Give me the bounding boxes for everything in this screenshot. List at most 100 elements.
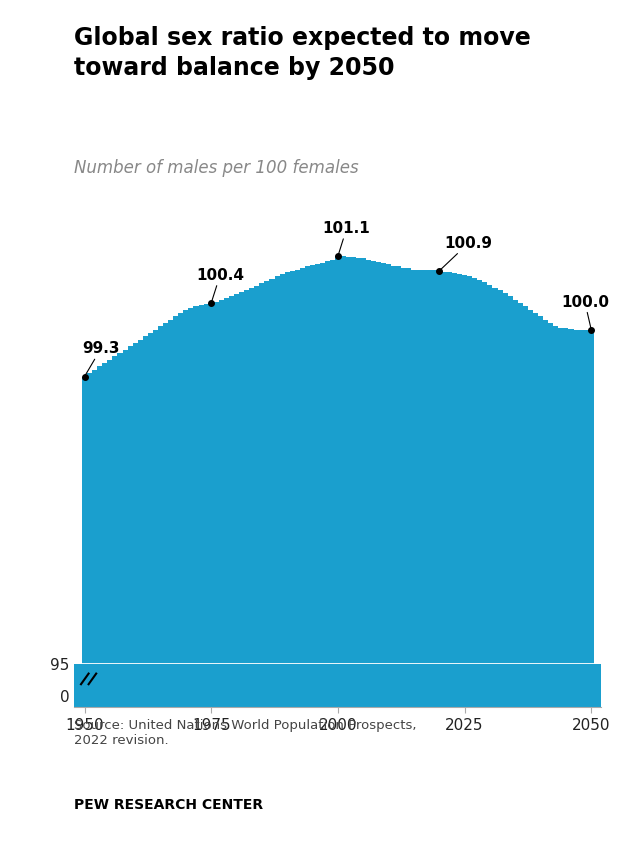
Bar <box>290 271 295 664</box>
Bar <box>82 377 87 664</box>
Bar <box>391 266 396 664</box>
Bar <box>376 261 381 664</box>
Bar <box>589 329 594 664</box>
Bar <box>97 366 102 664</box>
Bar <box>305 267 310 664</box>
Bar <box>381 263 386 664</box>
Bar <box>503 293 508 664</box>
Bar <box>184 310 188 664</box>
Text: 100.4: 100.4 <box>196 268 244 303</box>
Bar <box>396 267 401 664</box>
Bar <box>254 286 259 664</box>
Bar <box>280 274 285 664</box>
Bar <box>315 263 320 664</box>
Bar <box>472 279 477 664</box>
Bar <box>447 273 452 664</box>
Bar <box>310 265 315 664</box>
Text: Global sex ratio expected to move
toward balance by 2050: Global sex ratio expected to move toward… <box>74 26 531 79</box>
Bar <box>330 260 335 664</box>
Bar <box>574 329 578 664</box>
Bar <box>203 304 209 664</box>
Bar <box>326 261 330 664</box>
Bar <box>234 294 239 664</box>
Bar <box>117 353 123 664</box>
Bar <box>578 329 583 664</box>
Bar <box>366 260 371 664</box>
Bar <box>229 297 234 664</box>
Text: 99.3: 99.3 <box>82 341 120 377</box>
Bar <box>523 306 528 664</box>
Bar <box>543 320 548 664</box>
Bar <box>518 303 523 664</box>
Bar <box>569 329 574 664</box>
Bar <box>300 267 305 664</box>
Bar <box>270 279 275 664</box>
Bar <box>442 272 447 664</box>
Bar <box>198 305 203 664</box>
Bar <box>583 329 589 664</box>
Bar <box>259 283 264 664</box>
Bar <box>275 276 280 664</box>
Bar <box>168 320 173 664</box>
Bar <box>219 299 224 664</box>
Bar <box>422 269 427 664</box>
Bar <box>361 258 366 664</box>
Bar <box>264 281 270 664</box>
Text: 100.9: 100.9 <box>439 236 492 271</box>
Text: Source: United Nations World Population Prospects,
2022 revision.: Source: United Nations World Population … <box>74 719 417 747</box>
Bar <box>401 267 406 664</box>
Bar <box>128 347 133 664</box>
Bar <box>350 257 356 664</box>
Bar <box>533 313 538 664</box>
Text: 100.0: 100.0 <box>561 295 609 329</box>
Bar <box>173 316 179 664</box>
Bar <box>249 287 254 664</box>
Bar <box>92 370 97 664</box>
Bar <box>497 291 503 664</box>
Bar <box>188 309 193 664</box>
Text: 101.1: 101.1 <box>322 221 370 256</box>
Bar <box>193 306 198 664</box>
Bar <box>457 273 462 664</box>
Bar <box>143 336 148 664</box>
Bar <box>320 263 326 664</box>
Bar <box>462 275 467 664</box>
Bar <box>467 276 472 664</box>
Bar <box>224 298 229 664</box>
Bar <box>133 343 138 664</box>
Bar <box>528 310 533 664</box>
Bar <box>427 269 432 664</box>
Bar <box>564 329 569 664</box>
Bar <box>214 302 219 664</box>
Bar <box>452 273 457 664</box>
Bar <box>295 269 300 664</box>
Bar <box>153 329 158 664</box>
Bar <box>482 282 487 664</box>
Bar <box>559 328 564 664</box>
Text: PEW RESEARCH CENTER: PEW RESEARCH CENTER <box>74 798 264 813</box>
Bar <box>340 256 345 664</box>
Bar <box>487 285 492 664</box>
Bar <box>412 269 417 664</box>
Bar <box>163 323 168 664</box>
Bar <box>158 326 163 664</box>
Bar <box>417 269 422 664</box>
Bar <box>538 316 543 664</box>
Bar <box>285 273 290 664</box>
Bar <box>123 350 128 664</box>
Bar <box>548 323 553 664</box>
Bar <box>356 257 361 664</box>
Bar <box>345 257 350 664</box>
Bar <box>432 270 436 664</box>
Bar <box>553 326 559 664</box>
Bar <box>148 333 153 664</box>
Bar <box>107 359 112 664</box>
Bar <box>112 356 117 664</box>
Bar <box>209 303 214 664</box>
Bar <box>492 287 497 664</box>
Bar <box>508 297 513 664</box>
Bar <box>239 292 244 664</box>
Bar <box>138 340 143 664</box>
Bar <box>477 280 482 664</box>
Bar <box>513 299 518 664</box>
